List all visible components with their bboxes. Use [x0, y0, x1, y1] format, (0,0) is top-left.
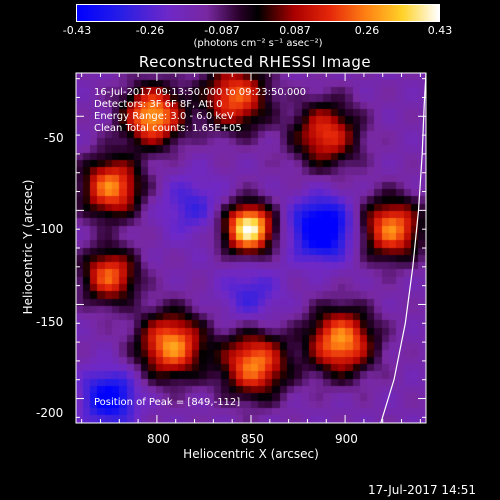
colorbar-tick: 0.43 — [427, 24, 453, 37]
y-tick-label: -100 — [36, 222, 64, 236]
x-tick-label: 850 — [241, 432, 264, 446]
colorbar-tick: 0.087 — [279, 24, 311, 37]
annotation-time: 16-Jul-2017 09:13:50.000 to 09:23:50.000 — [94, 87, 306, 98]
y-axis-label: Heliocentric Y (arcsec) — [21, 179, 35, 315]
annotation-peak: Position of Peak = [849,-112] — [94, 397, 241, 408]
colorbar-tick: -0.43 — [62, 24, 92, 37]
colorbar-tick: -0.087 — [204, 24, 240, 37]
colorbar-tick: -0.26 — [135, 24, 165, 37]
y-tick-label: -50 — [44, 131, 64, 145]
y-tick-label: -200 — [36, 406, 64, 420]
colorbar-tick: 0.26 — [354, 24, 380, 37]
x-tick-label: 800 — [147, 432, 170, 446]
chart-title: Reconstructed RHESSI Image — [138, 53, 372, 71]
footer-timestamp: 17-Jul-2017 14:51 — [368, 483, 477, 497]
x-tick-label: 900 — [335, 432, 358, 446]
heatmap-image — [76, 73, 426, 423]
solar-limb-line — [380, 72, 427, 424]
annotation-counts: Clean Total counts: 1.65E+05 — [94, 123, 242, 134]
colorbar-units: (photons cm⁻² s⁻¹ asec⁻²) — [193, 38, 323, 49]
colorbar-gradient — [76, 4, 440, 22]
annotation-energy: Energy Range: 3.0 - 6.0 keV — [94, 111, 234, 122]
x-axis-label: Heliocentric X (arcsec) — [183, 447, 319, 461]
y-tick-label: -150 — [36, 315, 64, 329]
annotation-detectors: Detectors: 3F 6F 8F, Att 0 — [94, 99, 223, 110]
